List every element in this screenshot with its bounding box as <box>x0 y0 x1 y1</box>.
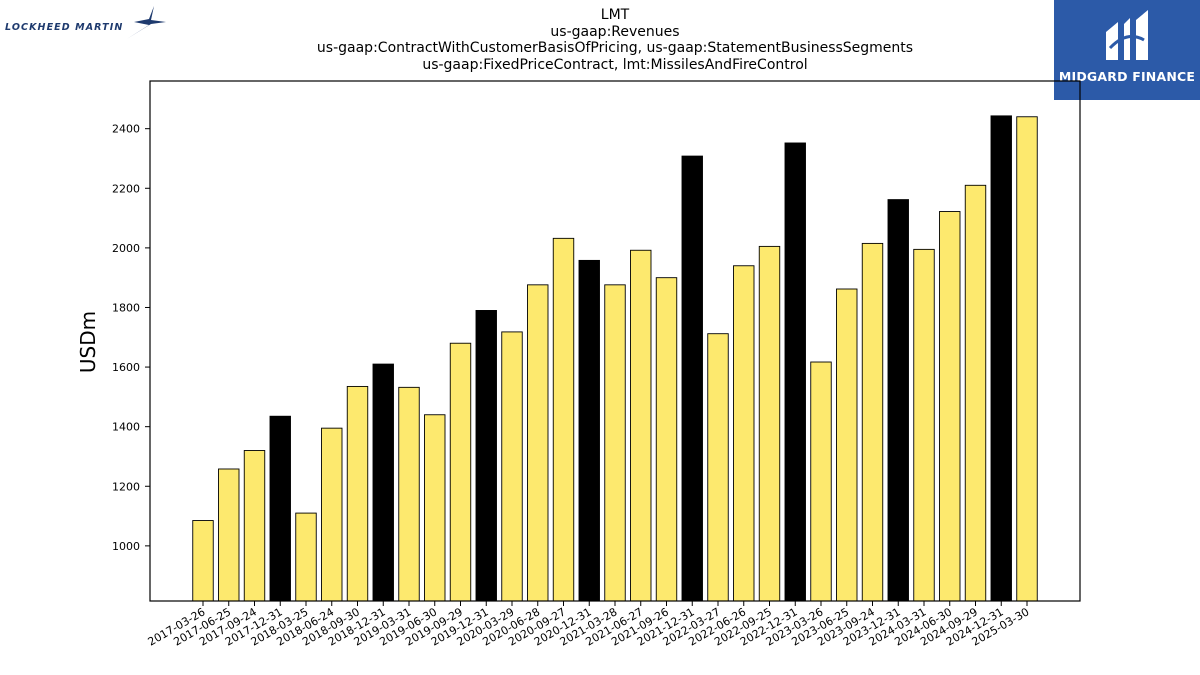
midgard-finance-wordmark: MIDGARD FINANCE <box>1058 69 1196 84</box>
y-tick-label: 1600 <box>112 361 140 374</box>
bar-2019-06-30 <box>424 414 446 602</box>
bar-2020-03-29 <box>501 331 523 602</box>
bar-2019-12-31 <box>475 310 497 602</box>
chart-title-line-3: us-gaap:ContractWithCustomerBasisOfPrici… <box>316 40 914 56</box>
chart-title-line-4: us-gaap:FixedPriceContract, lmt:Missiles… <box>422 56 808 73</box>
bar-2017-09-24 <box>243 450 266 602</box>
bar-2024-12-31 <box>990 115 1012 602</box>
bar-2021-12-31 <box>681 155 703 602</box>
bar-2024-03-31 <box>913 248 935 602</box>
y-tick-label: 1800 <box>112 301 140 314</box>
bar-2022-03-27 <box>707 333 729 602</box>
lockheed-martin-logo: LOCKHEED MARTIN <box>4 4 170 44</box>
bar-2018-06-24 <box>321 427 343 602</box>
bar-2018-12-31 <box>372 363 394 602</box>
midgard-finance-logo: MIDGARD FINANCE <box>1054 0 1200 100</box>
y-tick-label: 1000 <box>112 540 140 553</box>
bar-2023-09-24 <box>861 242 884 602</box>
chart-title-line-1: LMT <box>600 7 630 23</box>
bar-2018-03-25 <box>295 512 317 602</box>
bar-2019-09-29 <box>449 342 472 602</box>
lockheed-martin-wordmark: LOCKHEED MARTIN <box>5 22 123 33</box>
chart-title-line-2: us-gaap:Revenues <box>550 23 680 40</box>
y-axis-label: USDm <box>76 311 100 373</box>
chart-title: LMT us-gaap:Revenues us-gaap:ContractWit… <box>150 7 1080 73</box>
y-tick-label: 2400 <box>112 123 140 136</box>
bar-2018-09-30 <box>346 385 369 602</box>
bar-2023-12-31 <box>887 199 909 602</box>
bar-2021-06-27 <box>630 249 652 602</box>
bar-2021-09-26 <box>655 277 678 602</box>
y-tick-label: 2200 <box>112 182 140 195</box>
bar-2022-09-25 <box>758 245 781 602</box>
y-axis: 1000 1200 1400 1600 1800 2000 2200 2400 <box>112 123 150 553</box>
bar-2020-06-28 <box>527 284 549 602</box>
lockheed-star-icon: LOCKHEED MARTIN <box>5 6 166 42</box>
bar-2021-03-28 <box>604 284 626 602</box>
bar-2022-06-26 <box>733 265 755 602</box>
bar-2023-06-25 <box>836 288 858 602</box>
bar-2019-03-31 <box>398 386 420 602</box>
y-tick-label: 1400 <box>112 421 140 434</box>
bar-2025-03-30 <box>1016 116 1038 602</box>
bar-2017-03-26 <box>192 520 214 602</box>
x-axis: 2017-03-262017-06-252017-09-242017-12-31… <box>146 601 1032 649</box>
bar-2020-12-31 <box>578 259 600 602</box>
midgard-emblem-icon <box>1106 10 1148 60</box>
bar-series <box>192 115 1038 602</box>
bar-2024-06-30 <box>939 211 961 602</box>
bar-2022-12-31 <box>784 142 806 602</box>
bar-2017-12-31 <box>269 415 291 602</box>
bar-2024-09-29 <box>964 184 987 602</box>
bar-2023-03-26 <box>810 361 832 602</box>
bar-2020-09-27 <box>552 237 575 602</box>
y-tick-label: 2000 <box>112 242 140 255</box>
bar-2017-06-25 <box>218 468 240 602</box>
y-tick-label: 1200 <box>112 480 140 493</box>
